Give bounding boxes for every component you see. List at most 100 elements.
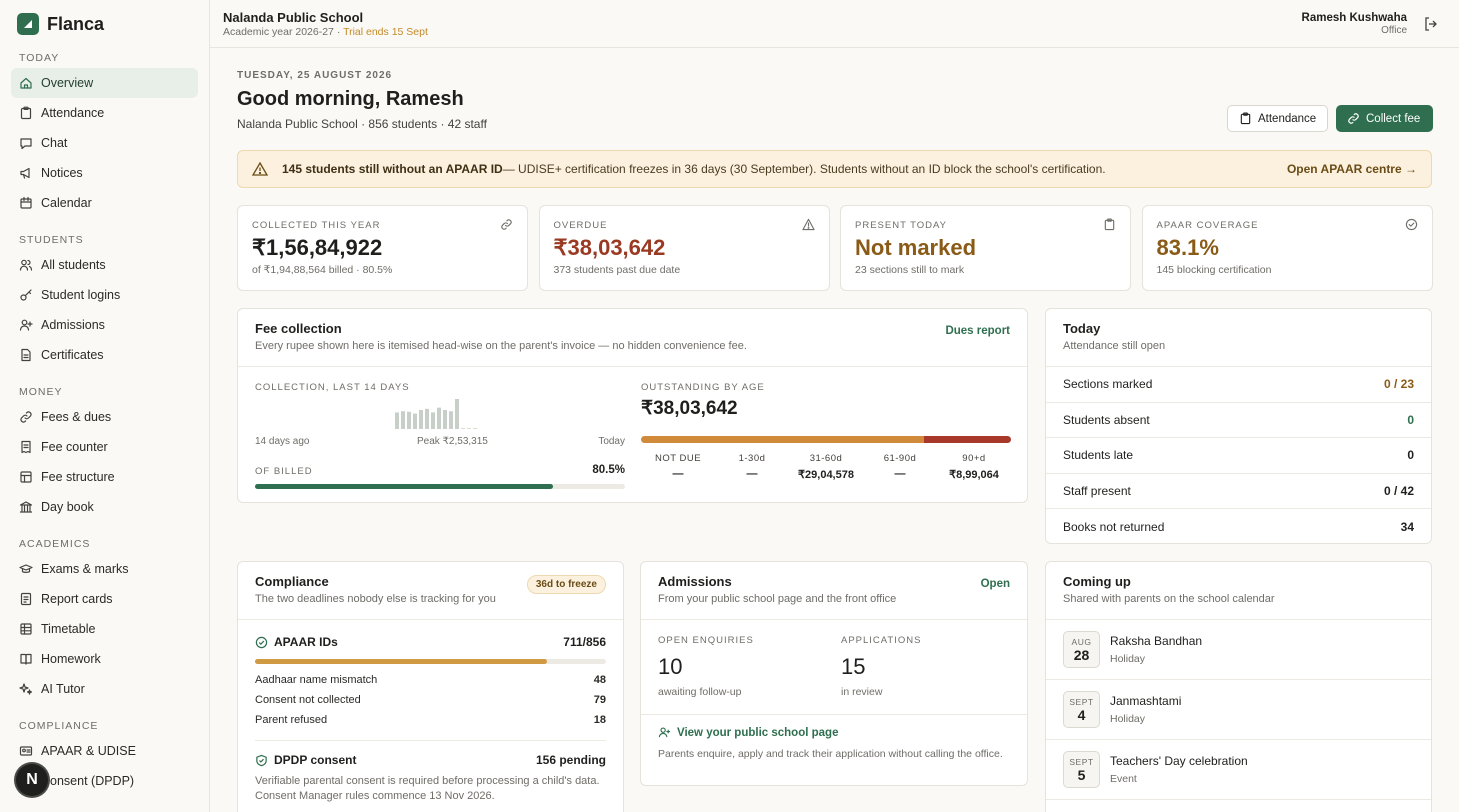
book-icon	[19, 652, 41, 666]
enquiries-value: 10	[658, 654, 683, 679]
age-bucket[interactable]: NOT DUE —	[641, 453, 715, 481]
collection-panel: COLLECTION, LAST 14 DAYS 14 days ago Pea…	[255, 382, 625, 489]
sidebar-item-fees-dues[interactable]: Fees & dues	[11, 402, 198, 432]
today-subtitle: Attendance still open	[1063, 340, 1166, 352]
sidebar-item-chat[interactable]: Chat	[11, 128, 198, 158]
dpdp-row[interactable]: DPDP consent 156 pending	[255, 753, 606, 767]
sidebar-item-homework[interactable]: Homework	[11, 644, 198, 674]
sidebar-item-label: Exams & marks	[41, 562, 129, 576]
enquiries-stat[interactable]: OPEN ENQUIRIES 10 awaiting follow-up	[658, 635, 754, 698]
age-bucket-label: 31-60d	[809, 453, 843, 464]
sidebar-item-ai-tutor[interactable]: AI Tutor	[11, 674, 198, 704]
collection-bar-5	[419, 410, 423, 429]
event-item[interactable]: SEPT 4 Janmashtami Holiday	[1046, 680, 1431, 740]
outstanding-age-bar	[641, 436, 1011, 443]
today-row-books-not-returned[interactable]: Books not returned 34	[1046, 509, 1431, 543]
sidebar-item-timetable[interactable]: Timetable	[11, 614, 198, 644]
today-row-label: Staff present	[1063, 483, 1131, 498]
event-type: Holiday	[1110, 713, 1146, 725]
today-row-students-absent[interactable]: Students absent 0	[1046, 403, 1431, 438]
fee-collection-card: Fee collection Every rupee shown here is…	[237, 308, 1028, 503]
event-item[interactable]: AUG 28 Raksha Bandhan Holiday	[1046, 620, 1431, 680]
sidebar-item-day-book[interactable]: Day book	[11, 492, 198, 522]
sidebar-item-report-cards[interactable]: Report cards	[11, 584, 198, 614]
stat-value: Not marked	[855, 235, 977, 260]
chat-icon	[19, 136, 41, 150]
sidebar-item-calendar[interactable]: Calendar	[11, 188, 198, 218]
enquiries-caption: awaiting follow-up	[658, 686, 742, 698]
stat-card-present-today[interactable]: PRESENT TODAY Not marked 23 sections still…	[840, 205, 1131, 291]
apaar-breakdown-value: 48	[593, 674, 606, 686]
billed-label: OF BILLED	[255, 466, 313, 477]
applications-value: 15	[841, 654, 866, 679]
compliance-subtitle: The two deadlines nobody else is trackin…	[255, 593, 496, 605]
apaar-breakdown-row[interactable]: Aadhaar name mismatch 48	[255, 670, 606, 690]
warning-icon	[801, 218, 815, 231]
stat-card-apaar-coverage[interactable]: APAAR COVERAGE 83.1% 145 blocking certific…	[1141, 205, 1433, 291]
attendance-button[interactable]: Attendance	[1227, 105, 1329, 132]
sidebar-item-apaar-udise[interactable]: APAAR & UDISE	[11, 736, 198, 766]
sidebar-item-fee-structure[interactable]: Fee structure	[11, 462, 198, 492]
event-day: 28	[1073, 647, 1090, 663]
open-apaar-centre-link[interactable]: Open APAAR centre →	[1286, 162, 1417, 176]
assistant-button[interactable]: N	[16, 764, 48, 796]
stat-value: ₹38,03,642	[553, 235, 666, 260]
admissions-open-link[interactable]: Open	[980, 578, 1010, 590]
brand[interactable]: Flanca	[0, 0, 209, 48]
apaar-section: APAAR IDs 711/856 Aadhaar name mismatch 4…	[238, 620, 623, 804]
apaar-row[interactable]: APAAR IDs 711/856	[255, 633, 606, 651]
flanca-logo-icon	[17, 13, 39, 35]
applications-stat[interactable]: APPLICATIONS 15 in review	[841, 635, 921, 698]
sidebar-item-all-students[interactable]: All students	[11, 250, 198, 280]
clipboard-icon	[1240, 112, 1251, 125]
sidebar: Flanca TODAY Overview Attendance Chat Notice…	[0, 0, 210, 812]
collect-fee-button-label: Collect fee	[1366, 112, 1421, 125]
apaar-breakdown-row[interactable]: Parent refused 18	[255, 710, 606, 730]
age-bucket[interactable]: 31-60d ₹29,04,578	[789, 453, 863, 481]
public-page-link[interactable]: View your public school page	[658, 726, 1012, 739]
sidebar-item-certificates[interactable]: Certificates	[11, 340, 198, 370]
event-name: Janmashtami	[1110, 694, 1182, 708]
apaar-progress-fill	[255, 659, 547, 664]
age-bucket-label: NOT DUE	[654, 453, 702, 464]
sidebar-item-overview[interactable]: Overview	[11, 68, 198, 98]
fee-collection-subtitle: Every rupee shown here is itemised head-…	[255, 340, 747, 352]
compliance-card: Compliance The two deadlines nobody else…	[237, 561, 624, 812]
sidebar-item-attendance[interactable]: Attendance	[11, 98, 198, 128]
today-row-staff-present[interactable]: Staff present 0 / 42	[1046, 474, 1431, 509]
age-bucket[interactable]: 61-90d —	[863, 453, 937, 481]
dues-report-link[interactable]: Dues report	[945, 325, 1010, 337]
age-bucket[interactable]: 1-30d —	[715, 453, 789, 481]
sidebar-item-notices[interactable]: Notices	[11, 158, 198, 188]
sidebar-item-label: Overview	[41, 76, 94, 90]
applications-caption: in review	[841, 686, 883, 698]
today-row-students-late[interactable]: Students late 0	[1046, 438, 1431, 474]
stat-card-collected-this-year[interactable]: COLLECTED THIS YEAR ₹1,56,84,922 of ₹1,94,…	[237, 205, 528, 291]
user-info[interactable]: Ramesh Kushwaha Office	[1302, 12, 1407, 36]
events-list: AUG 28 Raksha Bandhan Holiday SEPT 4 Janmashta…	[1046, 620, 1431, 800]
stat-label: PRESENT TODAY	[855, 220, 948, 231]
stat-card-overdue[interactable]: OVERDUE ₹38,03,642 373 students past due d…	[538, 205, 830, 291]
applications-label: APPLICATIONS	[841, 635, 922, 646]
apaar-breakdown-row[interactable]: Consent not collected 79	[255, 690, 606, 710]
stat-caption: of ₹1,94,88,564 billed · 80.5%	[252, 264, 393, 276]
collect-fee-button[interactable]: Collect fee	[1336, 105, 1433, 132]
age-bucket-value: —	[672, 468, 684, 480]
event-item[interactable]: SEPT 5 Teachers' Day celebration Event	[1046, 740, 1431, 800]
sidebar-item-student-logins[interactable]: Student logins	[11, 280, 198, 310]
stat-caption: 373 students past due date	[553, 264, 681, 276]
today-row-sections-marked[interactable]: Sections marked 0 / 23	[1046, 367, 1431, 403]
sidebar-item-fee-counter[interactable]: Fee counter	[11, 432, 198, 462]
age-bucket[interactable]: 90+d ₹8,99,064	[937, 453, 1011, 481]
sidebar-item-exams-marks[interactable]: Exams & marks	[11, 554, 198, 584]
logout-icon[interactable]	[1423, 16, 1439, 32]
apaar-breakdown-value: 18	[593, 714, 606, 726]
sidebar-item-label: Student logins	[41, 288, 121, 302]
key-icon	[19, 288, 41, 302]
coming-up-header: Coming up Shared with parents on the sch…	[1046, 562, 1431, 620]
user-name: Ramesh Kushwaha	[1301, 12, 1407, 24]
apaar-title: APAAR IDs	[274, 635, 338, 649]
chart-left-caption: 14 days ago	[255, 436, 310, 447]
sidebar-item-admissions[interactable]: Admissions	[11, 310, 198, 340]
today-rows: Sections marked 0 / 23 Students absent 0 Stu…	[1046, 367, 1431, 543]
